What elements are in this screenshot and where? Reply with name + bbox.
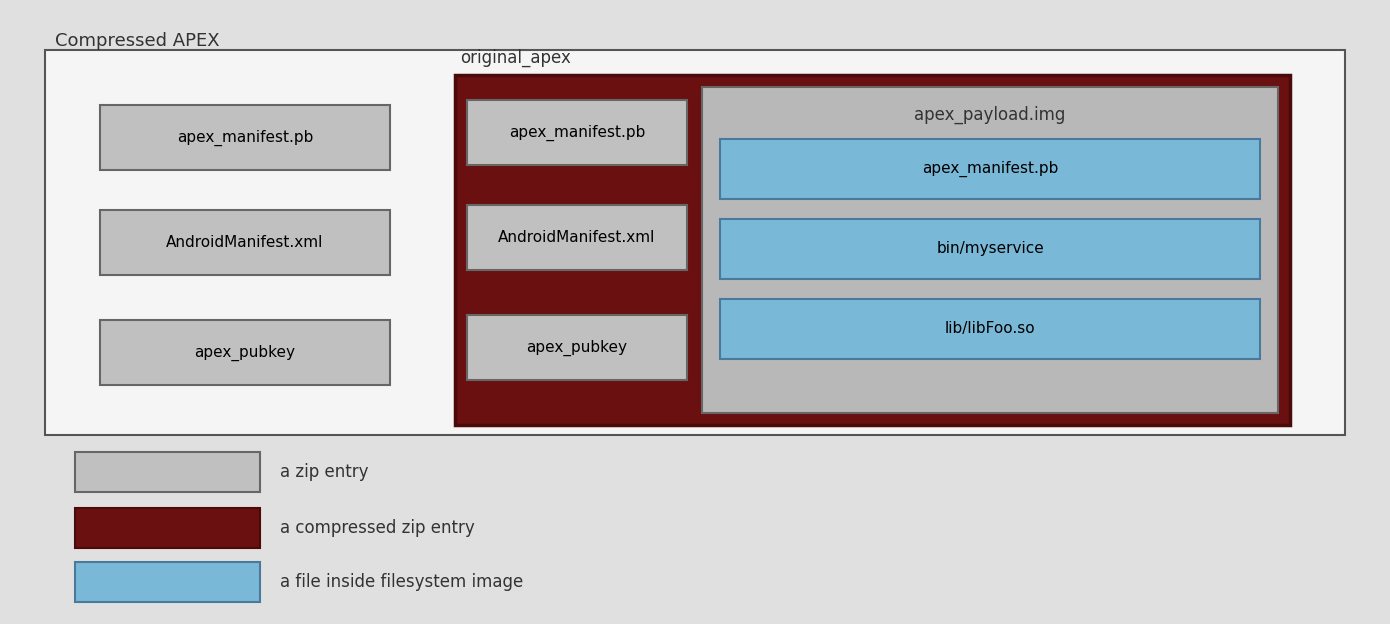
- Bar: [467, 315, 687, 380]
- Text: bin/myservice: bin/myservice: [935, 241, 1044, 256]
- Bar: [75, 508, 260, 548]
- Bar: [75, 562, 260, 602]
- Bar: [702, 87, 1277, 413]
- Bar: [100, 210, 391, 275]
- Text: original_apex: original_apex: [460, 49, 571, 67]
- Text: apex_pubkey: apex_pubkey: [527, 339, 627, 356]
- Text: AndroidManifest.xml: AndroidManifest.xml: [167, 235, 324, 250]
- Text: apex_pubkey: apex_pubkey: [195, 344, 296, 361]
- Bar: [75, 452, 260, 492]
- Bar: [44, 50, 1346, 435]
- Bar: [467, 205, 687, 270]
- Bar: [100, 320, 391, 385]
- Text: lib/libFoo.so: lib/libFoo.so: [945, 321, 1036, 336]
- Text: a compressed zip entry: a compressed zip entry: [279, 519, 475, 537]
- Bar: [455, 75, 1290, 425]
- Text: Compressed APEX: Compressed APEX: [56, 32, 220, 50]
- Bar: [720, 219, 1259, 279]
- Text: apex_manifest.pb: apex_manifest.pb: [509, 124, 645, 140]
- Text: apex_manifest.pb: apex_manifest.pb: [922, 161, 1058, 177]
- Text: apex_payload.img: apex_payload.img: [915, 106, 1066, 124]
- Bar: [467, 100, 687, 165]
- Text: AndroidManifest.xml: AndroidManifest.xml: [498, 230, 656, 245]
- Bar: [720, 139, 1259, 199]
- Bar: [720, 299, 1259, 359]
- Text: apex_manifest.pb: apex_manifest.pb: [177, 129, 313, 145]
- Bar: [100, 105, 391, 170]
- Text: a file inside filesystem image: a file inside filesystem image: [279, 573, 523, 591]
- Text: a zip entry: a zip entry: [279, 463, 368, 481]
